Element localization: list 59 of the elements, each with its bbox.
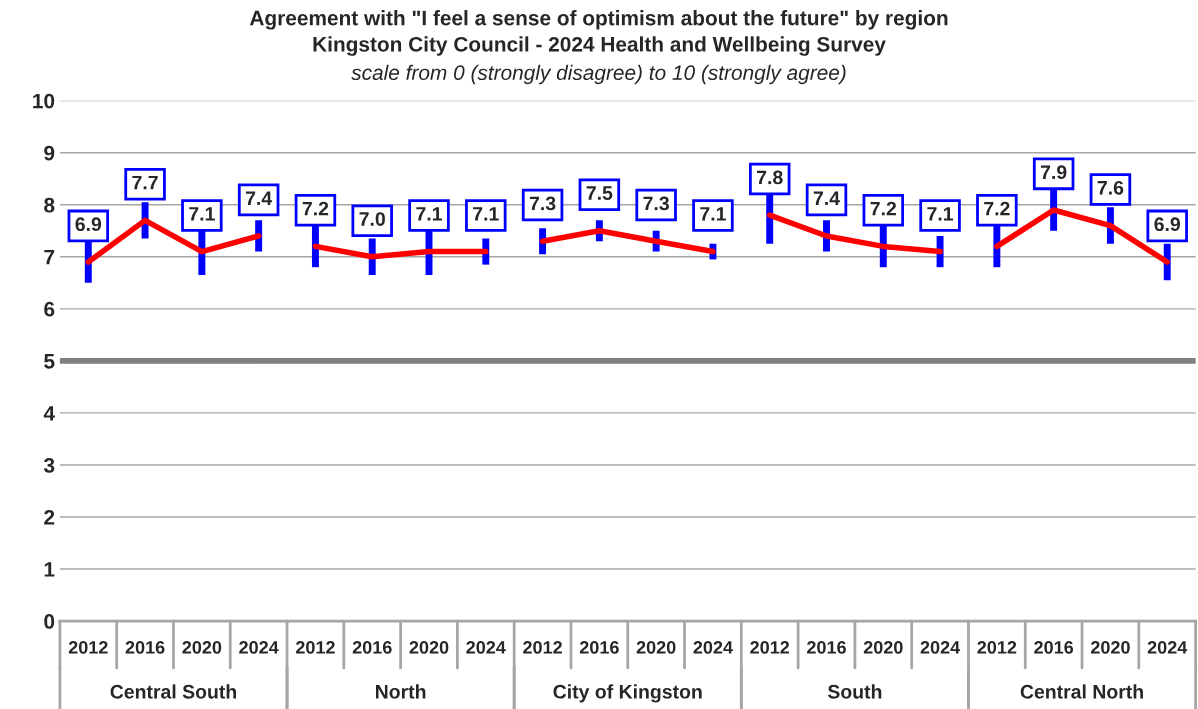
x-tick-label: 2012 [977,641,1017,654]
x-tick-label: 2012 [750,641,790,654]
data-label: 7.3 [529,196,556,211]
data-label: 6.9 [1154,217,1181,232]
data-label: 7.5 [586,186,613,200]
data-label: 7.0 [359,212,385,226]
y-tick-label: 8 [44,197,55,213]
x-tick-label: 2024 [693,641,733,654]
x-tick-label: 2016 [1034,641,1074,654]
chart-title: Agreement with "I feel a sense of optimism about the future" by region [249,10,948,30]
x-tick-label: 2012 [523,641,562,654]
text: North [375,684,426,699]
y-tick-label: 9 [44,145,55,161]
text: scale from 0 (strongly disagree) to 10 (strongly agree) [351,64,846,85]
x-tick-label: 2024 [1147,641,1188,654]
data-label: 6.9 [75,217,102,232]
data-label: 7.6 [1097,180,1124,195]
data-label: 7.1 [700,207,726,221]
text: Central North [1020,684,1143,699]
x-tick-label: 2024 [466,641,506,654]
x-tick-label: 2012 [68,641,108,654]
text: Central South [110,684,237,699]
x-tick-label: 2020 [182,641,222,654]
data-label: 7.2 [302,201,329,216]
chart-subtitle: Kingston City Council - 2024 Health and Wellbeing Survey [313,36,886,56]
y-tick-label: 1 [44,562,55,577]
data-label: 7.7 [132,175,158,190]
x-tick-label: 2020 [636,641,676,654]
data-label: 7.4 [813,191,840,205]
x-tick-label: 2024 [920,641,961,654]
y-tick-label: 5 [44,354,55,369]
x-tick-label: 2016 [352,641,392,654]
x-tick-label: 2016 [807,641,846,654]
y-tick-label: 3 [43,457,55,473]
x-tick-label: 2016 [579,641,619,654]
y-tick-label: 2 [44,510,55,525]
data-label: 7.2 [984,201,1010,216]
data-label: 7.1 [416,207,442,221]
data-label: 7.4 [245,191,273,205]
data-label: 7.3 [643,196,669,211]
y-tick-label: 10 [33,93,55,109]
y-tick-label: 7 [44,250,55,265]
data-label: 7.1 [927,207,954,221]
data-label: 7.1 [189,207,215,221]
text: South [827,684,882,699]
x-tick-label: 2012 [295,641,335,654]
x-tick-label: 2020 [863,641,903,654]
x-tick-label: 2016 [125,641,165,654]
data-label: 7.1 [473,207,499,221]
y-tick-label: 0 [44,614,55,629]
x-tick-label: 2020 [409,641,449,654]
text: City of Kingston [553,684,702,703]
y-tick-label: 6 [44,301,55,317]
x-tick-label: 2024 [239,641,279,654]
data-label: 7.9 [1040,165,1067,180]
data-label: 7.8 [757,170,783,185]
x-tick-label: 2020 [1090,641,1130,654]
y-tick-label: 4 [43,406,55,421]
data-label: 7.2 [870,201,897,216]
